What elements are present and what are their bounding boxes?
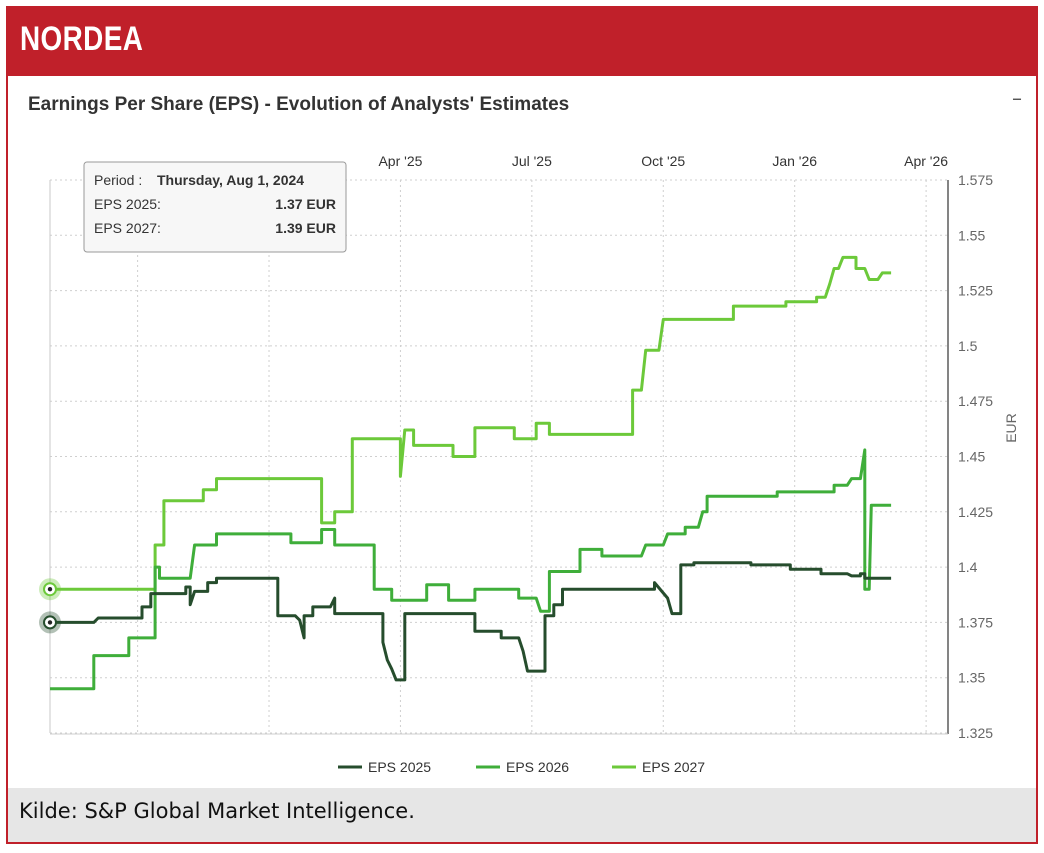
collapse-button[interactable]: – [1012, 86, 1022, 110]
axes [49, 180, 949, 735]
grid-lines [50, 179, 948, 734]
tooltip: Period : Thursday, Aug 1, 2024 EPS 2025:… [83, 161, 347, 253]
tooltip-period-label: Period : [94, 172, 142, 188]
legend-item-eps-2026[interactable]: EPS 2026 [476, 759, 569, 775]
tooltip-row-value: 1.39 EUR [275, 220, 336, 236]
x-tick-label: Jan '26 [772, 153, 817, 169]
x-tick-label: Apr '26 [904, 153, 948, 169]
x-tick-label: Oct '25 [641, 153, 685, 169]
series-line-eps-2027[interactable] [50, 255, 892, 591]
series-lines [50, 255, 892, 691]
y-tick-label: 1.425 [958, 504, 993, 520]
axis-ticks: 1.325 1.35 1.375 1.4 1.425 1.45 1.475 1.5 1.525 1… [378, 153, 993, 741]
marker-dot [47, 587, 53, 592]
x-tick-label: Apr '25 [378, 153, 422, 169]
legend-label: EPS 2026 [506, 759, 569, 775]
source-footer: Kilde: S&P Global Market Intelligence. [8, 788, 1036, 842]
legend-item-eps-2027[interactable]: EPS 2027 [612, 759, 705, 775]
y-tick-label: 1.525 [958, 283, 993, 299]
y-tick-label: 1.55 [958, 227, 985, 243]
eps-chart: 1.325 1.35 1.375 1.4 1.425 1.45 1.475 1.5 1.525 1… [16, 128, 1032, 788]
y-tick-label: 1.325 [958, 725, 993, 741]
tooltip-period-value: Thursday, Aug 1, 2024 [157, 172, 304, 188]
legend: EPS 2025 EPS 2026 EPS 2027 [338, 759, 705, 775]
legend-item-eps-2025[interactable]: EPS 2025 [338, 759, 431, 775]
tooltip-markers [39, 578, 61, 634]
x-tick-label: Jul '25 [512, 153, 552, 169]
chart-card: NORDEA Earnings Per Share (EPS) - Evolut… [6, 6, 1038, 844]
y-tick-label: 1.35 [958, 670, 985, 686]
source-text: Kilde: S&P Global Market Intelligence. [19, 799, 415, 823]
tooltip-row-label: EPS 2025: [94, 196, 161, 212]
y-tick-label: 1.4 [958, 559, 978, 575]
marker-dot [47, 620, 53, 625]
header-banner: NORDEA [8, 8, 1036, 76]
y-axis-title: EUR [1003, 413, 1019, 443]
tooltip-box [83, 161, 347, 253]
y-tick-label: 1.475 [958, 393, 993, 409]
company-title: NORDEA [20, 20, 144, 58]
y-tick-label: 1.5 [958, 338, 978, 354]
y-tick-label: 1.375 [958, 614, 993, 630]
chart-svg: 1.325 1.35 1.375 1.4 1.425 1.45 1.475 1.5 1.525 1… [39, 153, 1019, 775]
y-tick-label: 1.575 [958, 172, 993, 188]
y-tick-label: 1.45 [958, 449, 985, 465]
legend-label: EPS 2025 [368, 759, 431, 775]
tooltip-row-label: EPS 2027: [94, 220, 161, 236]
tooltip-row-value: 1.37 EUR [275, 196, 336, 212]
series-line-eps-2026[interactable] [50, 448, 892, 691]
legend-label: EPS 2027 [642, 759, 705, 775]
series-line-eps-2025[interactable] [50, 561, 892, 682]
chart-title: Earnings Per Share (EPS) - Evolution of … [28, 94, 570, 115]
